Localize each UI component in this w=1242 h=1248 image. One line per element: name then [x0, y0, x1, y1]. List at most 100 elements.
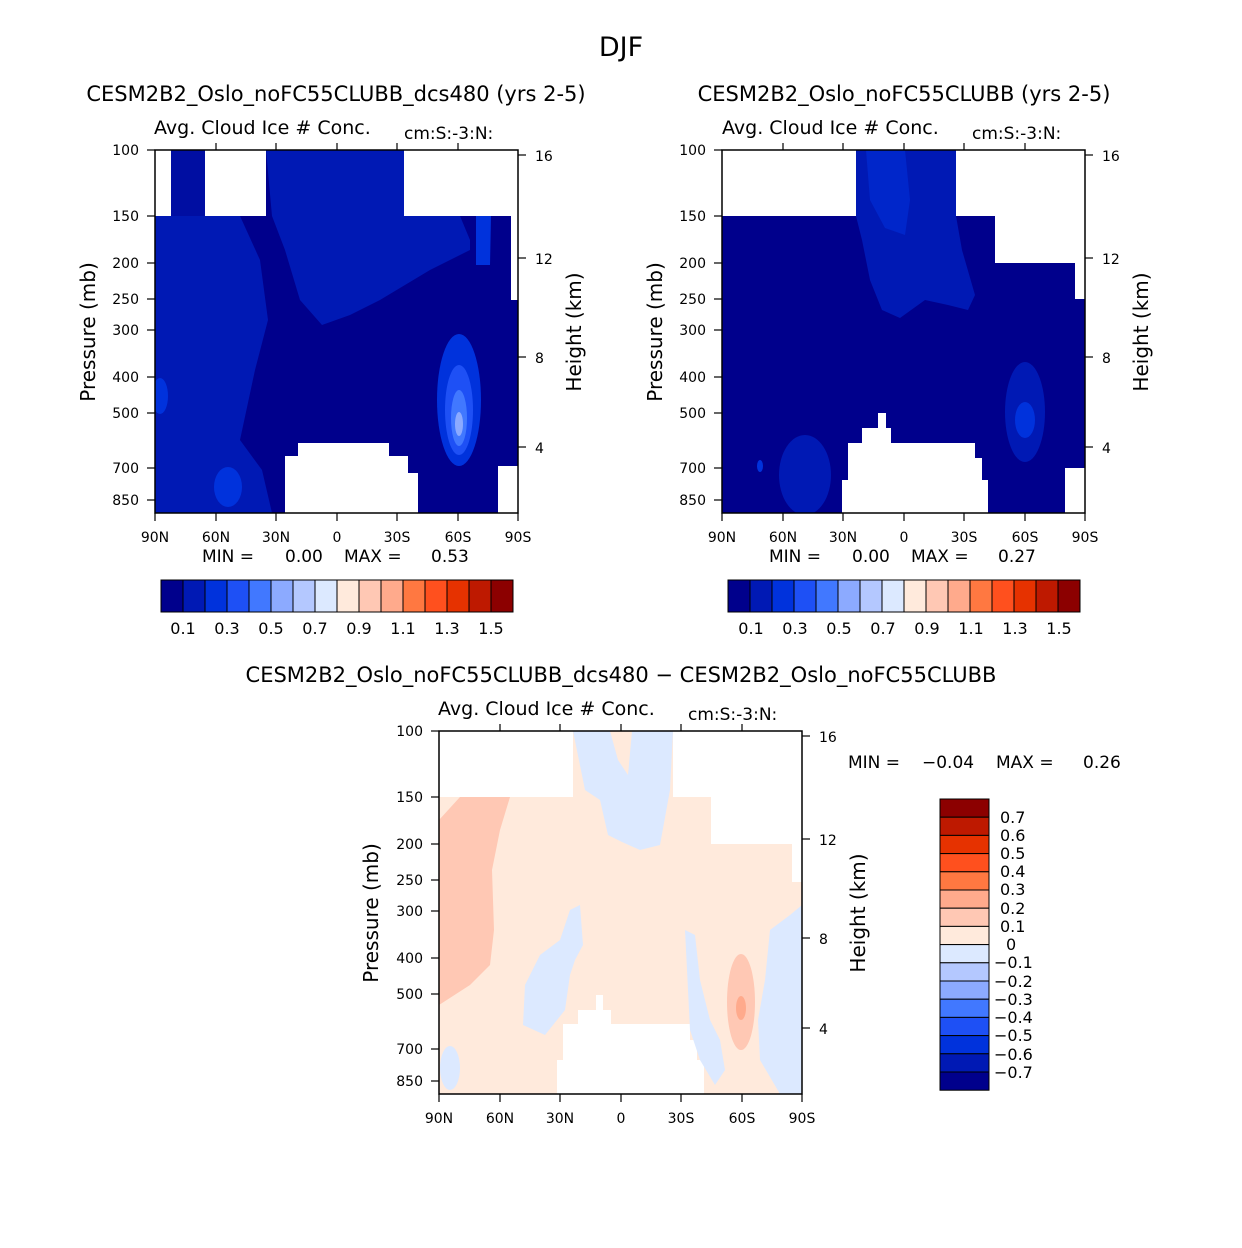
colorbar-swatch [939, 980, 990, 1000]
contour-band [214, 467, 242, 507]
x-tick-label: 30S [384, 530, 411, 546]
colorbar-label: 1.3 [1002, 619, 1027, 638]
height-tick-label: 8 [1102, 351, 1111, 367]
x-tick-label: 90S [1072, 530, 1099, 546]
missing-region [439, 731, 573, 797]
y-tick-label: 200 [112, 256, 139, 272]
colorbar-swatch [270, 579, 294, 613]
x-tick-label: 30S [668, 1111, 695, 1127]
max-label: MAX = [911, 547, 969, 567]
colorbar-label: −0.5 [994, 1026, 1033, 1045]
min-label: MIN = [848, 753, 900, 773]
missing-region [511, 216, 518, 300]
height-tick-label: 4 [535, 441, 544, 457]
colorbar-label: 0.2 [1000, 899, 1025, 918]
colorbar-swatch [939, 816, 990, 836]
y-axis-label: Pressure (mb) [359, 843, 383, 983]
y-tick-label: 700 [396, 1042, 423, 1058]
min-value: 0.00 [852, 547, 890, 567]
y-axis-label: Pressure (mb) [76, 262, 100, 402]
x-tick-label: 0 [617, 1111, 626, 1127]
contour-field [155, 150, 518, 513]
missing-region [792, 844, 802, 882]
colorbar-label: 1.5 [478, 619, 503, 638]
contour-band [736, 996, 746, 1020]
y-tick-label: 100 [112, 143, 139, 159]
y-tick-label: 400 [679, 370, 706, 386]
y-tick-label: 250 [679, 292, 706, 308]
panel-units: cm:S:-3:N: [688, 705, 777, 725]
colorbar-swatch [881, 579, 905, 613]
missing-region [155, 150, 171, 216]
colorbar-label: −0.7 [994, 1063, 1033, 1082]
colorbar-label: 0.5 [826, 619, 851, 638]
colorbar-swatch [939, 853, 990, 873]
y-tick-label: 500 [112, 406, 139, 422]
height-tick-label: 4 [819, 1022, 828, 1038]
y-tick-label: 200 [396, 837, 423, 853]
colorbar-swatch [248, 579, 272, 613]
colorbar-swatch [468, 579, 492, 613]
y-right-axis-label: Height (km) [1129, 272, 1153, 391]
colorbar-swatch [793, 579, 817, 613]
colorbar [939, 798, 990, 1091]
contour-band [779, 435, 831, 513]
missing-region [842, 413, 988, 513]
y-tick-label: 850 [679, 493, 706, 509]
x-axis-ticks [154, 143, 519, 521]
colorbar-label: 1.5 [1046, 619, 1071, 638]
colorbar-swatch [446, 579, 470, 613]
y-tick-label: 500 [679, 406, 706, 422]
contour-band [155, 378, 168, 414]
colorbar-swatch [292, 579, 316, 613]
colorbar-swatch [182, 579, 206, 613]
panel-subtitle: Avg. Cloud Ice # Conc. [154, 117, 371, 139]
colorbar-swatch [402, 579, 426, 613]
x-tick-label: 30N [546, 1111, 574, 1127]
panel-subtitle: Avg. Cloud Ice # Conc. [438, 698, 655, 720]
x-tick-label: 0 [900, 530, 909, 546]
contour-band [573, 731, 673, 850]
missing-region [404, 150, 518, 216]
colorbar-labels: 0.7 0.6 0.5 0.4 0.3 0.2 0.1 0 −0.1 −0.2 … [994, 808, 1033, 1082]
colorbar-labels: 0.1 0.3 0.5 0.7 0.9 1.1 1.3 1.5 [738, 619, 1071, 638]
left-axis-ticks [431, 730, 439, 1082]
missing-region [557, 995, 704, 1094]
panel-2: CESM2B2_Oslo_noFC55CLUBB (yrs 2-5) Avg. … [643, 82, 1153, 638]
contour-band [610, 731, 632, 775]
colorbar-swatch [939, 1053, 990, 1073]
contour-band [523, 905, 583, 1035]
panel-title: CESM2B2_Oslo_noFC55CLUBB (yrs 2-5) [698, 82, 1111, 107]
colorbar-swatch [939, 925, 990, 946]
y-tick-label: 300 [679, 323, 706, 339]
colorbar-label: 0.5 [1000, 844, 1025, 863]
contour-band [866, 150, 910, 235]
missing-region [956, 150, 1085, 216]
contour-band [171, 150, 205, 216]
colorbar-swatch [859, 579, 883, 613]
missing-region [711, 797, 802, 844]
colorbar-swatch [160, 579, 184, 613]
panel-3: CESM2B2_Oslo_noFC55CLUBB_dcs480 − CESM2B… [246, 663, 1121, 1127]
colorbar-swatch [939, 944, 990, 964]
colorbar-swatch [939, 834, 990, 855]
x-axis-ticks [438, 724, 803, 1102]
missing-region [1065, 468, 1085, 513]
colorbar-label: 0.4 [1000, 862, 1025, 881]
colorbar-swatch [939, 962, 990, 982]
colorbar-label: 0.9 [346, 619, 371, 638]
figure-title: DJF [599, 32, 643, 63]
colorbar-label: 1.1 [390, 619, 415, 638]
y-tick-label: 850 [112, 493, 139, 509]
y-tick-label: 150 [679, 209, 706, 225]
x-tick-label: 60S [445, 530, 472, 546]
x-tick-label: 60N [486, 1111, 514, 1127]
colorbar-swatch [815, 579, 839, 613]
colorbar-swatch [204, 579, 228, 613]
colorbar-swatch [969, 579, 993, 613]
colorbar-label: 0.7 [1000, 808, 1025, 827]
y-tick-label: 200 [679, 256, 706, 272]
y-right-axis-label: Height (km) [562, 272, 586, 391]
y-tick-label: 100 [679, 143, 706, 159]
max-label: MAX = [996, 753, 1054, 773]
